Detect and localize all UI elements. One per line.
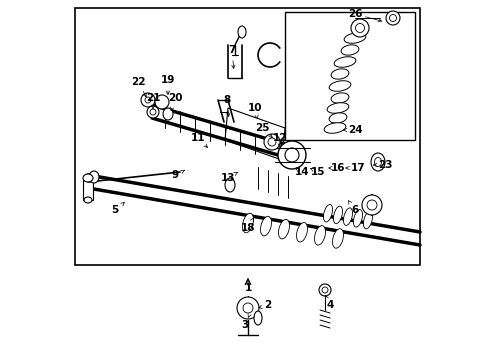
Ellipse shape xyxy=(145,97,151,103)
Text: 3: 3 xyxy=(242,320,248,330)
Ellipse shape xyxy=(147,106,159,118)
Ellipse shape xyxy=(356,23,365,32)
Ellipse shape xyxy=(327,103,349,113)
Ellipse shape xyxy=(261,216,271,236)
Ellipse shape xyxy=(371,153,385,171)
Ellipse shape xyxy=(296,222,308,242)
Text: 21: 21 xyxy=(146,93,160,103)
Ellipse shape xyxy=(238,26,246,38)
Ellipse shape xyxy=(329,113,347,123)
Text: 18: 18 xyxy=(241,223,255,233)
Text: 20: 20 xyxy=(168,93,182,103)
Ellipse shape xyxy=(264,134,280,150)
Text: 15: 15 xyxy=(311,167,325,177)
Ellipse shape xyxy=(329,81,351,91)
Text: 19: 19 xyxy=(161,75,175,85)
Ellipse shape xyxy=(333,229,343,248)
Ellipse shape xyxy=(83,174,93,182)
Text: 25: 25 xyxy=(255,123,269,133)
Polygon shape xyxy=(225,108,285,160)
Ellipse shape xyxy=(351,19,369,37)
Ellipse shape xyxy=(374,158,382,166)
Text: 26: 26 xyxy=(348,9,362,19)
Ellipse shape xyxy=(343,208,352,225)
Ellipse shape xyxy=(362,195,382,215)
Polygon shape xyxy=(285,12,415,140)
Text: 11: 11 xyxy=(191,133,205,143)
Ellipse shape xyxy=(237,297,259,319)
Text: 23: 23 xyxy=(378,160,392,170)
Ellipse shape xyxy=(243,303,253,313)
Ellipse shape xyxy=(319,284,331,296)
Ellipse shape xyxy=(322,287,328,293)
Text: 2: 2 xyxy=(265,300,271,310)
Text: 5: 5 xyxy=(111,205,119,215)
Bar xyxy=(75,8,420,265)
Ellipse shape xyxy=(278,220,290,239)
Text: 1: 1 xyxy=(245,283,252,293)
Ellipse shape xyxy=(331,69,349,79)
Ellipse shape xyxy=(364,211,372,229)
Ellipse shape xyxy=(323,204,333,222)
Ellipse shape xyxy=(150,109,156,115)
Text: 16: 16 xyxy=(331,163,345,173)
Ellipse shape xyxy=(315,226,325,245)
Ellipse shape xyxy=(278,141,306,169)
Text: 8: 8 xyxy=(223,95,231,105)
Ellipse shape xyxy=(386,11,400,25)
Text: 12: 12 xyxy=(273,133,287,143)
Ellipse shape xyxy=(331,93,349,103)
Ellipse shape xyxy=(367,200,377,210)
Text: 24: 24 xyxy=(348,125,362,135)
Ellipse shape xyxy=(163,108,173,120)
Ellipse shape xyxy=(334,57,356,67)
Ellipse shape xyxy=(141,93,155,107)
Text: 17: 17 xyxy=(351,163,366,173)
Text: 9: 9 xyxy=(172,170,178,180)
Ellipse shape xyxy=(243,213,253,233)
Ellipse shape xyxy=(89,171,99,183)
Ellipse shape xyxy=(268,138,276,146)
Ellipse shape xyxy=(324,123,346,133)
Ellipse shape xyxy=(353,210,363,227)
Ellipse shape xyxy=(225,178,235,192)
Text: 13: 13 xyxy=(221,173,235,183)
Bar xyxy=(83,180,93,200)
Text: 22: 22 xyxy=(131,77,145,87)
Text: 14: 14 xyxy=(294,167,309,177)
Ellipse shape xyxy=(390,14,396,22)
Ellipse shape xyxy=(334,206,343,224)
Text: 10: 10 xyxy=(248,103,262,113)
Text: 6: 6 xyxy=(351,205,359,215)
Ellipse shape xyxy=(344,33,366,43)
Ellipse shape xyxy=(285,148,299,162)
Ellipse shape xyxy=(84,197,92,203)
Text: 7: 7 xyxy=(228,45,236,55)
Ellipse shape xyxy=(155,95,169,109)
Text: 4: 4 xyxy=(326,300,334,310)
Ellipse shape xyxy=(254,311,262,325)
Ellipse shape xyxy=(341,45,359,55)
